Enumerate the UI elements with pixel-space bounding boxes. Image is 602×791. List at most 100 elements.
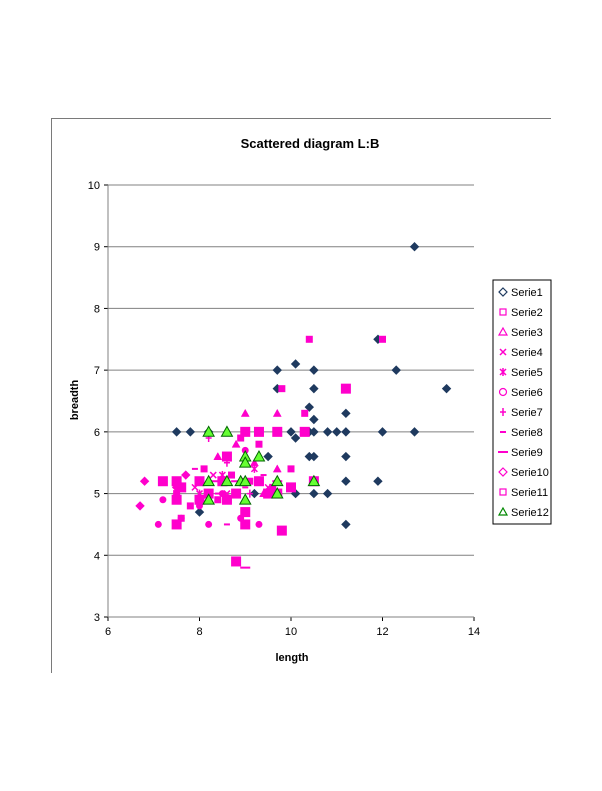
data-point-serie11 (240, 519, 251, 530)
data-point-serie11 (240, 426, 251, 437)
data-point-serie11 (253, 426, 264, 437)
data-point-serie9 (231, 480, 242, 483)
data-point-serie2 (214, 496, 222, 504)
legend-marker-serie2 (499, 308, 507, 316)
data-point-serie6 (159, 496, 167, 504)
legend: Serie1 Serie2 Serie3 Serie4 Serie5 Serie6 Seri… (492, 279, 552, 525)
legend-label-serie11: Serie11 (511, 487, 548, 499)
data-point-serie12 (202, 425, 215, 437)
data-point-serie6 (154, 520, 162, 528)
legend-label-serie7: Serie7 (511, 407, 543, 419)
data-point-serie12 (202, 493, 215, 505)
data-point-serie11 (171, 494, 182, 505)
data-point-serie12 (238, 456, 252, 468)
axes (104, 184, 475, 621)
legend-marker-serie4 (499, 348, 507, 356)
data-point-serie8 (191, 467, 198, 470)
data-point-serie3 (240, 408, 250, 417)
legend-label-serie1: Serie1 (511, 287, 543, 299)
data-point-serie1 (341, 427, 351, 437)
data-point-serie1 (373, 476, 383, 486)
data-point-serie2 (301, 409, 309, 417)
data-point-serie8 (214, 492, 221, 495)
data-point-serie1 (194, 507, 205, 517)
legend-marker-serie3 (497, 326, 509, 336)
data-point-serie2 (287, 465, 295, 473)
data-point-serie11 (157, 476, 168, 487)
data-point-serie12 (270, 474, 284, 487)
legend-label-serie12: Serie12 (511, 507, 549, 519)
x-tick-label: 10 (285, 626, 297, 638)
data-point-serie2 (255, 440, 263, 448)
data-point-serie1 (377, 427, 388, 437)
data-point-serie1 (391, 365, 401, 375)
data-point-serie1 (290, 359, 301, 369)
x-axis-title: length (276, 652, 309, 664)
data-point-serie12 (220, 425, 234, 437)
frame-top-border (51, 118, 551, 119)
data-point-serie1 (322, 488, 333, 499)
data-point-serie1 (272, 365, 282, 375)
data-point-serie8 (260, 474, 267, 477)
data-point-serie11 (276, 525, 287, 536)
tick-labels: 3 4 5 6 7 8 9 10 6 8 10 12 14 (88, 180, 480, 638)
data-point-serie1 (332, 427, 342, 437)
data-point-serie11 (263, 488, 274, 499)
legend-label-serie5: Serie5 (511, 367, 543, 379)
data-point-serie2 (186, 502, 194, 510)
data-point-serie11 (253, 476, 264, 487)
data-point-serie1 (185, 427, 196, 437)
data-point-serie2 (278, 385, 286, 393)
legend-label-serie8: Serie8 (511, 427, 543, 439)
x-tick-label: 12 (376, 626, 388, 638)
data-point-serie2 (228, 471, 236, 479)
data-point-serie8 (223, 523, 230, 526)
data-point-serie10 (181, 470, 191, 480)
y-tick-label: 10 (88, 180, 100, 192)
data-point-serie1 (286, 427, 296, 437)
data-point-serie1 (341, 408, 351, 419)
data-point-serie12 (270, 487, 284, 499)
data-point-serie1 (171, 427, 182, 437)
data-point-serie12 (220, 474, 234, 487)
y-tick-label: 8 (94, 303, 100, 315)
legend-box (492, 279, 552, 525)
data-point-serie3 (272, 464, 282, 473)
legend-label-serie6: Serie6 (511, 387, 543, 399)
data-point-serie1 (309, 365, 319, 375)
legend-label-serie9: Serie9 (511, 447, 543, 459)
data-point-serie7 (246, 489, 253, 498)
data-points (135, 242, 452, 569)
data-point-serie11 (194, 494, 205, 505)
data-point-serie2 (379, 335, 386, 343)
data-point-serie1 (309, 383, 319, 394)
y-tick-label: 5 (94, 489, 100, 501)
data-point-serie1 (309, 488, 319, 499)
data-point-serie1 (249, 488, 260, 499)
legend-marker-serie5 (499, 368, 507, 376)
data-point-serie10 (135, 501, 145, 511)
legend-marker-serie10 (498, 467, 508, 477)
data-point-serie11 (272, 426, 283, 437)
legend-marker-serie11 (499, 488, 507, 496)
data-point-serie6 (255, 520, 263, 528)
data-point-serie3 (272, 408, 282, 417)
data-point-serie9 (208, 480, 219, 483)
legend-label-serie2: Serie2 (511, 307, 543, 319)
data-point-serie11 (240, 507, 251, 518)
data-point-serie3 (213, 452, 223, 460)
chart-title: Scattered diagram L:B (241, 136, 380, 151)
legend-label-serie10: Serie10 (511, 467, 549, 479)
data-point-serie11 (286, 482, 296, 493)
data-point-serie12 (238, 474, 252, 487)
data-point-serie1 (304, 402, 315, 412)
frame-left-border (51, 118, 52, 673)
data-point-serie2 (305, 335, 313, 343)
data-point-serie11 (299, 426, 310, 437)
data-point-serie11 (176, 482, 187, 493)
data-point-serie1 (309, 427, 319, 437)
data-point-serie11 (340, 383, 351, 394)
y-tick-label: 4 (94, 550, 100, 562)
y-tick-label: 7 (94, 365, 100, 377)
